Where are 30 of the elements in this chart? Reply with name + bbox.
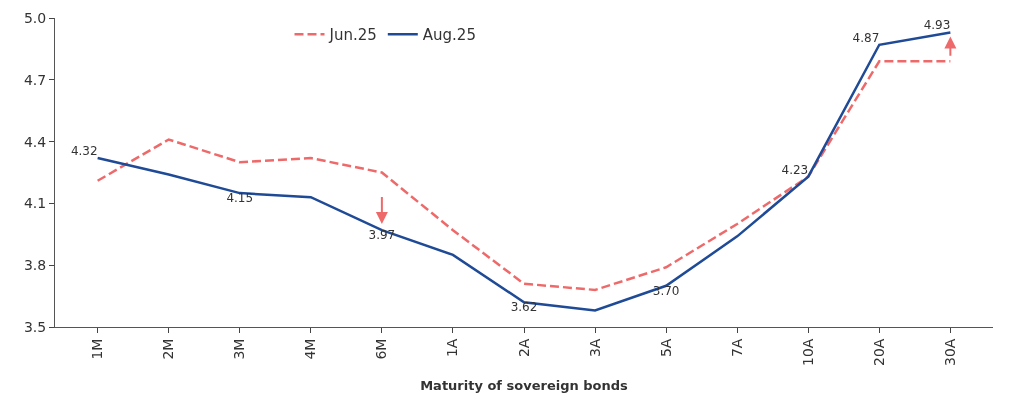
data-label: 4.93 [923, 18, 951, 33]
x-tick-label: 1M [89, 338, 106, 360]
x-tick-label: 3M [231, 338, 248, 360]
text: 4.7 [23, 71, 47, 88]
data-label: 4.87 [852, 30, 880, 45]
text: 3.8 [23, 257, 47, 274]
text: 4.4 [23, 133, 47, 150]
data-label: 4.32 [70, 144, 98, 159]
data-label: 4.15 [226, 191, 254, 206]
x-tick-label: 5A [657, 338, 674, 358]
x-tick-label: 10A [799, 338, 816, 367]
x-tick-label: 7A [728, 338, 745, 358]
x-tick-label: 3A [586, 338, 603, 358]
legend-label: Aug.25 [422, 26, 476, 45]
text: 3.5 [23, 318, 47, 335]
data-label: 3.70 [652, 283, 680, 298]
data-label: 3.97 [368, 228, 396, 243]
legend-label: Jun.25 [328, 26, 377, 45]
data-label: 4.23 [781, 162, 809, 177]
text: 5.0 [23, 9, 47, 26]
x-tick-label: 4M [302, 338, 319, 360]
x-tick-label: 2M [160, 338, 177, 360]
data-label: 3.62 [510, 300, 538, 315]
x-tick-label: 30A [941, 338, 958, 367]
x-axis-title: Maturity of sovereign bonds [420, 377, 629, 393]
x-tick-label: 1A [444, 338, 461, 358]
x-tick-label: 2A [515, 338, 532, 358]
x-tick-label: 20A [870, 338, 887, 367]
text: 4.1 [23, 195, 47, 212]
x-tick-label: 6M [373, 338, 390, 360]
